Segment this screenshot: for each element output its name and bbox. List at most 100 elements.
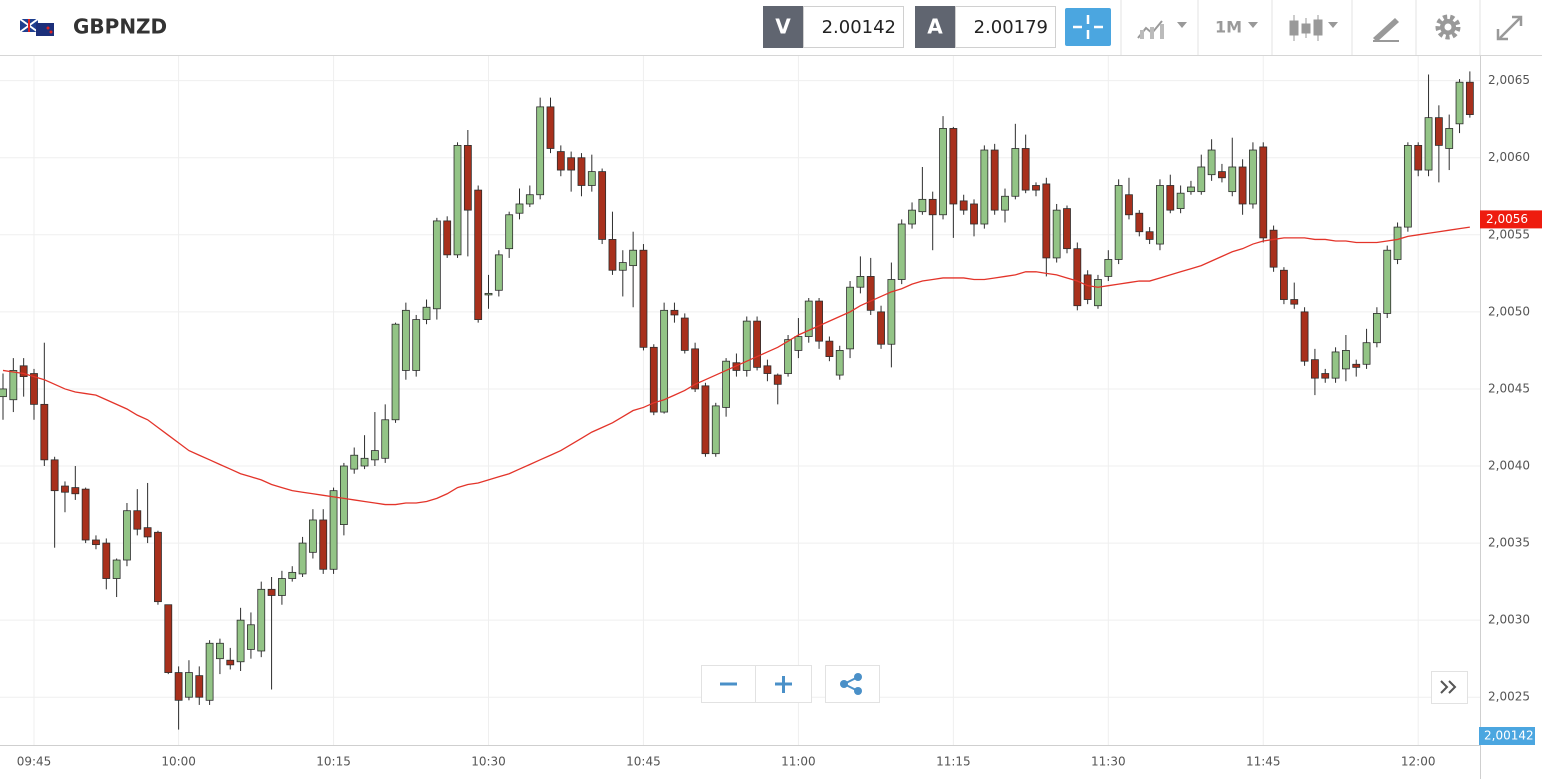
candle-body: [567, 157, 576, 171]
candle-body: [1135, 212, 1144, 233]
fullscreen-button[interactable]: [1496, 15, 1523, 41]
candle-body: [629, 249, 638, 267]
candle-body: [505, 214, 514, 250]
candle-body: [825, 340, 834, 357]
y-tick-label: 2,0055: [1488, 227, 1530, 241]
symbol: GBPNZD: [73, 15, 167, 39]
bid-tag-box: [763, 6, 803, 48]
candle-body: [205, 642, 214, 701]
timeframe-button[interactable]: 1M: [1215, 18, 1258, 37]
x-tick-label: 12:00: [1401, 755, 1436, 769]
candle-body: [298, 542, 307, 575]
zoom-out-button[interactable]: [701, 665, 756, 703]
candle-body: [691, 348, 700, 390]
candle-body: [1052, 209, 1061, 259]
crosshair-button[interactable]: [1065, 8, 1111, 46]
candle-body: [195, 675, 204, 698]
chart-style-button[interactable]: [1137, 20, 1187, 39]
candle-body: [1434, 117, 1443, 146]
candle-body: [401, 309, 410, 371]
candle-body: [494, 254, 503, 291]
candle-body: [339, 465, 348, 525]
candle-body: [102, 542, 111, 579]
candle-body: [1352, 363, 1361, 368]
candle-body: [81, 488, 90, 541]
candle-body: [835, 350, 844, 376]
scroll-to-end-button[interactable]: [1431, 671, 1468, 704]
candle-body: [1125, 194, 1133, 216]
candle-body: [257, 588, 266, 652]
bid-price-label: 2,00142: [1484, 729, 1534, 743]
candle-body: [112, 559, 121, 579]
candle-body: [1021, 148, 1030, 191]
candle-body: [308, 519, 317, 553]
candle-body: [92, 539, 100, 546]
candle-body: [1383, 249, 1392, 314]
candle-body: [1207, 149, 1216, 176]
candle-body: [443, 220, 452, 256]
y-tick-label: 2,0065: [1488, 73, 1530, 87]
ask-tag-box: [915, 6, 955, 48]
candle-body: [1156, 185, 1164, 245]
settings-button[interactable]: [1435, 14, 1461, 40]
candle-body: [1187, 186, 1195, 193]
candle-body: [123, 510, 131, 561]
candle-body: [350, 454, 359, 470]
candle-body: [1269, 229, 1278, 268]
candle-body: [9, 370, 18, 401]
candle-body: [1104, 259, 1113, 277]
x-tick-label: 11:45: [1246, 755, 1281, 769]
candle-body: [1290, 299, 1299, 305]
candle-body: [133, 510, 142, 530]
candle-body: [1083, 274, 1092, 300]
candle-body: [546, 106, 555, 149]
candle-body: [1114, 185, 1123, 260]
candle-body: [877, 311, 885, 345]
ask-box: [955, 6, 1056, 48]
candle-body: [1166, 185, 1175, 211]
ask-tag: A: [927, 15, 943, 39]
candle-body: [143, 527, 152, 538]
candle-body: [711, 405, 720, 455]
candle-body: [1011, 148, 1020, 197]
candle-body: [908, 209, 916, 225]
candle-body: [1238, 166, 1247, 205]
candle-body: [453, 145, 462, 256]
candle-body: [701, 385, 710, 455]
share-button[interactable]: [825, 665, 880, 703]
x-tick-label: 10:00: [161, 755, 196, 769]
candle-body: [412, 319, 421, 371]
candle-body: [19, 365, 28, 378]
x-tick-label: 11:15: [936, 755, 971, 769]
candle-body: [990, 149, 999, 211]
bid-price-box: [1479, 727, 1535, 745]
candle-body: [164, 604, 173, 673]
candle-body: [949, 128, 958, 205]
bid-price: 2.00142: [822, 17, 896, 38]
candle-body: [1073, 248, 1082, 307]
candle-body: [1372, 313, 1381, 344]
x-tick-label: 10:15: [316, 755, 351, 769]
zoom-in-button[interactable]: [755, 665, 812, 703]
candle-body: [577, 157, 586, 186]
candle-body: [515, 203, 524, 214]
candle-body: [742, 320, 751, 371]
candle-body: [288, 571, 297, 579]
candle-body: [174, 672, 183, 701]
toolbar-separators: [1120, 0, 1481, 55]
axis-labels: 2,0025 2,0030 2,0035 2,0040 2,0045 2,0050 2,00…: [17, 73, 1542, 769]
ask-price: 2.00179: [974, 17, 1048, 38]
y-tick-label: 2,0030: [1488, 613, 1530, 627]
candle-body: [784, 339, 792, 374]
candle-body: [1414, 145, 1423, 171]
drawing-tools-button[interactable]: [1373, 18, 1399, 42]
bid-box: [803, 6, 904, 48]
candle-body: [236, 619, 245, 663]
candle-body: [970, 203, 978, 225]
y-tick-label: 2,0040: [1488, 459, 1530, 473]
candle-type-button[interactable]: [1289, 15, 1338, 41]
candle-body: [1331, 351, 1340, 379]
candle-body: [40, 403, 49, 461]
candle-body: [432, 220, 441, 310]
